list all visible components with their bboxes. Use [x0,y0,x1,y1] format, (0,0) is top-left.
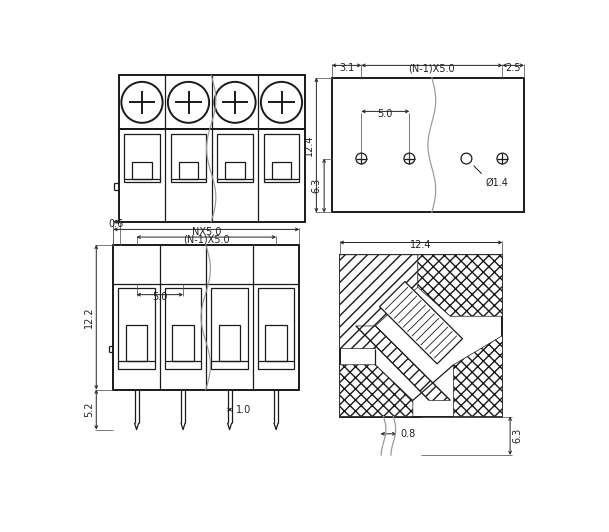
Polygon shape [340,365,413,417]
Polygon shape [379,281,462,364]
Bar [119,76,304,129]
Bar [332,78,524,212]
Text: (N-1)X5.0: (N-1)X5.0 [409,63,455,73]
Bar [172,325,194,361]
Bar [225,162,245,179]
Polygon shape [356,326,450,400]
Bar [211,288,248,369]
Bar [118,288,155,369]
Text: 1.0: 1.0 [236,404,251,414]
Bar [132,162,152,179]
Polygon shape [340,255,418,348]
Bar [258,288,294,369]
Polygon shape [454,336,502,417]
Text: NX5.0: NX5.0 [192,227,221,237]
Bar [219,325,241,361]
Bar [179,162,198,179]
Text: 5.2: 5.2 [84,402,94,417]
Bar [124,134,160,182]
Bar [272,162,291,179]
Text: 0.6: 0.6 [109,219,124,229]
Bar [340,255,502,417]
Text: 12.4: 12.4 [410,240,432,250]
Text: 3.1: 3.1 [339,63,354,73]
Bar [119,129,304,222]
Bar [264,134,299,182]
Text: 6.3: 6.3 [312,178,322,193]
Bar [165,288,201,369]
Text: 5.0: 5.0 [152,293,167,302]
Bar [125,325,147,361]
Bar [265,325,287,361]
Text: 12.2: 12.2 [84,306,94,328]
Bar [113,245,300,389]
Text: (N-1)X5.0: (N-1)X5.0 [183,235,230,245]
Text: Ø1.4: Ø1.4 [486,178,509,188]
Text: 0.8: 0.8 [400,429,415,439]
Text: 6.3: 6.3 [512,428,523,443]
Bar [217,134,253,182]
Text: 2.5: 2.5 [505,63,521,73]
Polygon shape [418,255,502,316]
Bar [171,134,206,182]
Text: 12.4: 12.4 [304,134,314,156]
Text: 5.0: 5.0 [378,109,393,119]
